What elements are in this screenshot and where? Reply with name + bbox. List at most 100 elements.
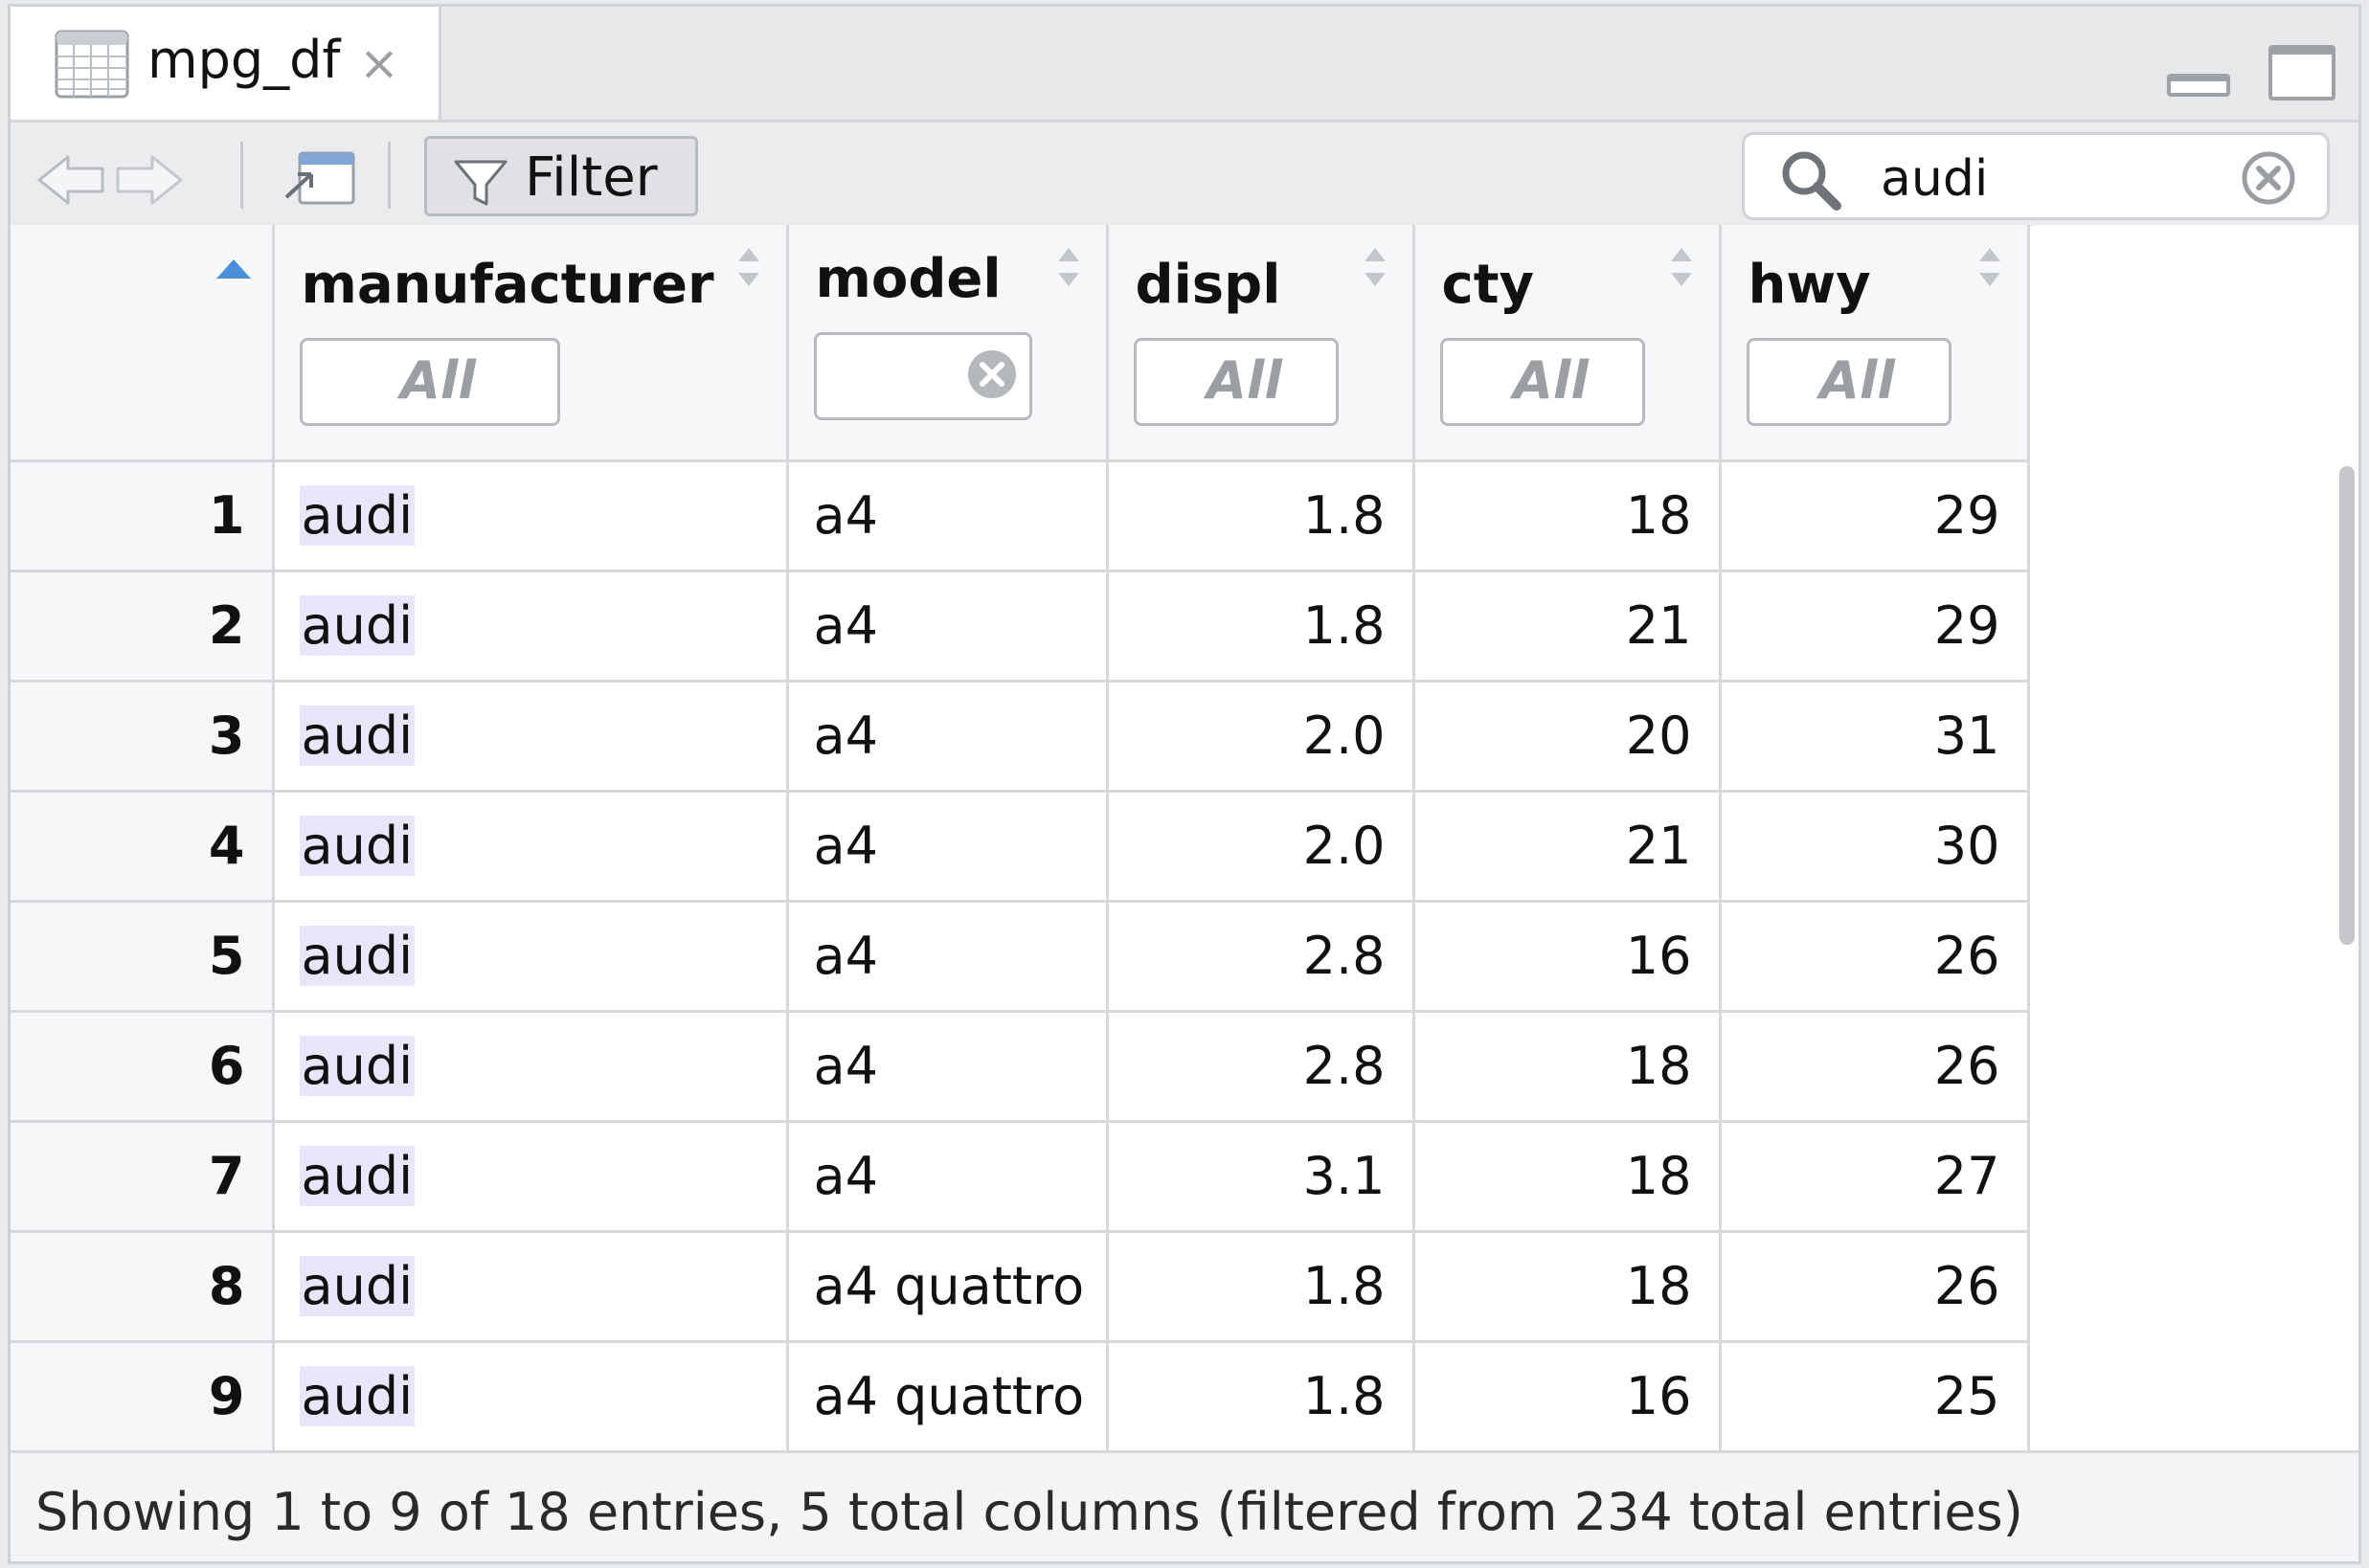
cell-cty: 16	[1413, 901, 1722, 1013]
row-index: 7	[11, 1121, 275, 1233]
hwy-filter-input[interactable]: All	[1746, 338, 1952, 426]
cell-hwy: 26	[1720, 901, 2030, 1013]
cell-hwy: 26	[1720, 1231, 2030, 1343]
cell-hwy: 25	[1720, 1341, 2030, 1453]
search-input[interactable]: audi	[1742, 132, 2330, 220]
search-highlight: audi	[299, 1146, 416, 1206]
clear-search-icon[interactable]	[2241, 150, 2296, 210]
cell-cty: 20	[1413, 681, 1722, 793]
cell-displ: 2.0	[1107, 791, 1415, 903]
sort-icon	[1364, 248, 1386, 286]
search-highlight: audi	[299, 926, 416, 986]
row-index: 8	[11, 1231, 275, 1343]
tab-mpg-df[interactable]: mpg_df ×	[11, 7, 441, 122]
clear-filter-icon[interactable]	[965, 347, 1019, 401]
table-icon	[55, 30, 129, 99]
filter-button-label: Filter	[525, 146, 658, 209]
back-arrow-icon[interactable]	[35, 151, 108, 213]
search-highlight: audi	[299, 1256, 416, 1316]
close-icon[interactable]: ×	[359, 35, 399, 91]
column-label: hwy	[1748, 254, 1871, 316]
cell-model: a4 quattro	[787, 1341, 1109, 1453]
cell-manufacturer: audi	[273, 791, 789, 903]
search-highlight: audi	[299, 1036, 416, 1096]
cell-manufacturer: audi	[273, 901, 789, 1013]
header-row: manufacturer All model	[11, 225, 2030, 462]
cell-displ: 1.8	[1107, 571, 1415, 683]
search-icon	[1777, 146, 1844, 217]
grid-empty-area	[2033, 225, 2358, 1450]
table-row: 7 audi a4 3.1 18 27	[11, 1121, 2030, 1233]
maximize-pane-button[interactable]	[2268, 45, 2335, 101]
displ-filter-input[interactable]: All	[1133, 338, 1339, 426]
row-index: 5	[11, 901, 275, 1013]
cell-manufacturer: audi	[273, 1341, 789, 1453]
cell-displ: 2.0	[1107, 681, 1415, 793]
popout-window-icon[interactable]	[281, 147, 359, 213]
forward-arrow-icon[interactable]	[112, 151, 185, 213]
table-row: 1 audi a4 1.8 18 29	[11, 460, 2030, 572]
sort-icon	[1978, 248, 2000, 286]
cell-hwy: 30	[1720, 791, 2030, 903]
data-viewer-window: mpg_df ×	[8, 4, 2361, 1564]
column-header-displ[interactable]: displ All	[1107, 225, 1415, 462]
cell-model: a4	[787, 791, 1109, 903]
toolbar-divider	[240, 142, 243, 209]
filter-button[interactable]: Filter	[424, 136, 698, 216]
row-index: 9	[11, 1341, 275, 1453]
search-value: audi	[1881, 150, 1989, 208]
row-index: 6	[11, 1011, 275, 1123]
cell-manufacturer: audi	[273, 1231, 789, 1343]
table-row: 2 audi a4 1.8 21 29	[11, 571, 2030, 683]
table-row: 8 audi a4 quattro 1.8 18 26	[11, 1231, 2030, 1343]
cell-hwy: 29	[1720, 571, 2030, 683]
cell-model: a4	[787, 1121, 1109, 1233]
search-highlight: audi	[299, 1366, 416, 1426]
table-row: 3 audi a4 2.0 20 31	[11, 681, 2030, 793]
search-highlight: audi	[299, 816, 416, 876]
manufacturer-filter-input[interactable]: All	[299, 338, 560, 426]
cty-filter-input[interactable]: All	[1439, 338, 1645, 426]
data-grid: manufacturer All model	[11, 225, 2033, 1453]
cell-hwy: 26	[1720, 1011, 2030, 1123]
cell-displ: 1.8	[1107, 460, 1415, 572]
cell-displ: 2.8	[1107, 901, 1415, 1013]
cell-model: a4	[787, 460, 1109, 572]
cell-manufacturer: audi	[273, 1121, 789, 1233]
minimize-pane-button[interactable]	[2167, 74, 2230, 97]
cell-hwy: 27	[1720, 1121, 2030, 1233]
column-header-model[interactable]: model	[787, 225, 1109, 462]
toolbar: Filter audi	[11, 120, 2358, 227]
cell-displ: 3.1	[1107, 1121, 1415, 1233]
cell-cty: 16	[1413, 1341, 1722, 1453]
sort-icon	[737, 248, 759, 286]
cell-cty: 18	[1413, 460, 1722, 572]
table-row: 6 audi a4 2.8 18 26	[11, 1011, 2030, 1123]
data-table: manufacturer All model	[11, 225, 2030, 1453]
cell-cty: 21	[1413, 571, 1722, 683]
table-row: 5 audi a4 2.8 16 26	[11, 901, 2030, 1013]
cell-cty: 18	[1413, 1121, 1722, 1233]
cell-hwy: 31	[1720, 681, 2030, 793]
vertical-scrollbar[interactable]	[2339, 466, 2355, 945]
column-label: displ	[1135, 254, 1281, 316]
column-label: manufacturer	[301, 254, 714, 316]
search-highlight: audi	[299, 485, 416, 546]
cell-model: a4	[787, 901, 1109, 1013]
row-index: 4	[11, 791, 275, 903]
status-text: Showing 1 to 9 of 18 entries, 5 total co…	[35, 1482, 2023, 1542]
column-header-manufacturer[interactable]: manufacturer All	[273, 225, 789, 462]
row-index-header[interactable]	[11, 225, 275, 462]
cell-model: a4	[787, 571, 1109, 683]
column-header-hwy[interactable]: hwy All	[1720, 225, 2030, 462]
status-bar: Showing 1 to 9 of 18 entries, 5 total co…	[11, 1450, 2358, 1561]
search-highlight: audi	[299, 706, 416, 766]
tab-strip: mpg_df ×	[11, 7, 2358, 122]
cell-manufacturer: audi	[273, 571, 789, 683]
cell-manufacturer: audi	[273, 681, 789, 793]
cell-manufacturer: audi	[273, 1011, 789, 1123]
cell-cty: 21	[1413, 791, 1722, 903]
table-row: 4 audi a4 2.0 21 30	[11, 791, 2030, 903]
column-header-cty[interactable]: cty All	[1413, 225, 1722, 462]
cell-displ: 1.8	[1107, 1341, 1415, 1453]
